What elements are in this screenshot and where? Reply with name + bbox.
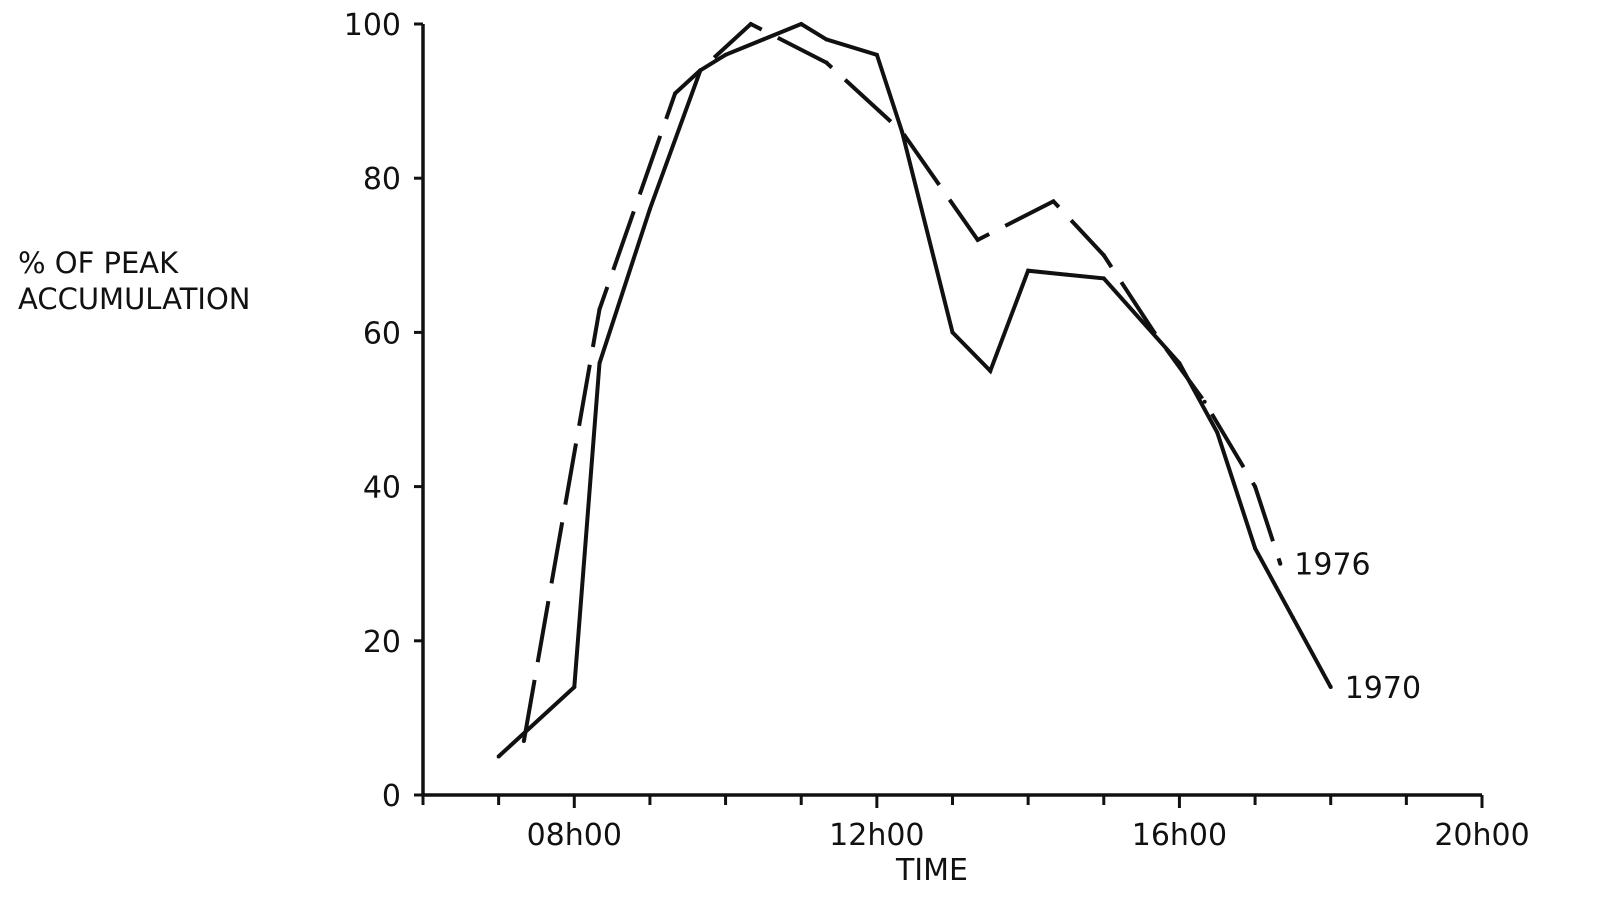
data-point <box>647 207 652 212</box>
data-point <box>572 685 577 690</box>
data-point <box>597 361 602 366</box>
y-tick-label: 20 <box>363 625 401 660</box>
data-point <box>1101 276 1106 281</box>
y-axis-title-line-1: % OF PEAK <box>18 246 179 280</box>
x-axis-title: TIME <box>895 853 968 888</box>
data-point <box>988 368 993 373</box>
y-axis-title: % OF PEAK ACCUMULATION <box>18 246 251 316</box>
data-point <box>1051 199 1056 204</box>
series-label-1970: 1970 <box>1345 671 1421 706</box>
data-point <box>1202 399 1207 404</box>
data-point <box>1278 561 1283 566</box>
data-point <box>1152 330 1157 335</box>
series-label-1976: 1976 <box>1294 548 1370 583</box>
data-point <box>975 237 980 242</box>
data-point <box>824 60 829 65</box>
series-1970: 1970 <box>496 21 1421 759</box>
y-tick-label: 40 <box>363 471 401 506</box>
series-layer: 1970 1976 <box>496 21 1421 759</box>
data-point <box>1253 546 1258 551</box>
data-point <box>597 307 602 312</box>
x-tick-label: 20h00 <box>1434 818 1529 853</box>
y-tick-label: 100 <box>344 8 401 43</box>
data-point <box>1063 272 1068 277</box>
x-axis-ticks: 08h00 12h00 16h00 20h00 <box>421 795 1530 853</box>
data-point <box>1253 484 1258 489</box>
data-point <box>496 754 501 759</box>
x-tick-label: 08h00 <box>527 818 622 853</box>
data-point <box>1328 685 1333 690</box>
y-tick-label: 0 <box>382 779 401 814</box>
y-tick-label: 60 <box>363 316 401 351</box>
data-point <box>1290 615 1295 620</box>
data-point <box>1215 430 1220 435</box>
data-point <box>900 129 905 134</box>
y-axis-title-line-2: ACCUMULATION <box>18 282 251 316</box>
x-tick-label: 12h00 <box>829 818 924 853</box>
data-point <box>824 37 829 42</box>
series-line-1970 <box>497 21 1333 758</box>
x-tick-label: 16h00 <box>1132 818 1227 853</box>
data-point <box>1026 268 1031 273</box>
data-point <box>874 52 879 57</box>
data-point <box>748 22 753 26</box>
series-1976: 1976 <box>521 21 1371 744</box>
data-point <box>521 739 526 744</box>
data-point <box>1101 253 1106 258</box>
data-point <box>799 22 804 26</box>
data-point <box>723 52 728 57</box>
y-tick-label: 80 <box>363 162 401 197</box>
data-point <box>950 330 955 335</box>
data-point <box>673 91 678 96</box>
data-point <box>761 37 766 42</box>
y-axis-ticks: 0 20 40 60 80 100 <box>344 8 423 814</box>
